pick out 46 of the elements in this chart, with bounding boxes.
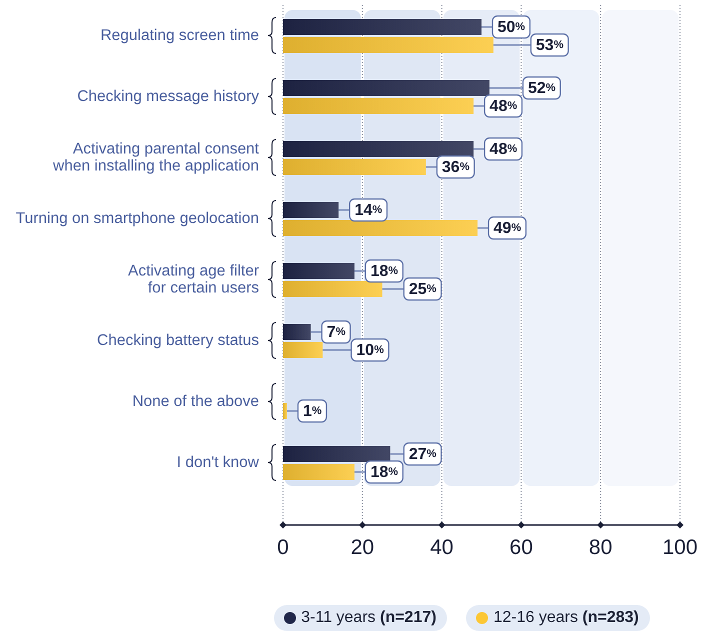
y-tick-label: None of the above bbox=[132, 393, 259, 410]
y-tick-label: Checking battery status bbox=[97, 332, 260, 349]
y-tick-label: Turning on smartphone geolocation bbox=[16, 210, 259, 227]
y-tick-label: I don't know bbox=[176, 454, 260, 471]
bar bbox=[283, 19, 482, 35]
data-label: 49% bbox=[494, 220, 522, 236]
x-tick-label: 0 bbox=[277, 536, 289, 559]
data-label: 7% bbox=[326, 324, 346, 340]
data-label: 10% bbox=[356, 342, 384, 358]
x-tick-label: 100 bbox=[662, 536, 698, 559]
bar bbox=[283, 202, 339, 218]
data-label: 14% bbox=[354, 202, 382, 218]
data-label: 52% bbox=[528, 80, 556, 96]
data-label: 36% bbox=[442, 158, 470, 176]
bar bbox=[283, 37, 494, 53]
data-label: 27% bbox=[408, 446, 437, 462]
bar bbox=[283, 263, 354, 279]
x-tick-label: 80 bbox=[588, 536, 612, 559]
data-label: 18% bbox=[370, 464, 398, 480]
data-label: 48% bbox=[490, 98, 518, 114]
bar bbox=[283, 324, 311, 340]
data-label: 18% bbox=[370, 262, 398, 280]
bar bbox=[283, 159, 426, 175]
bar bbox=[283, 98, 474, 114]
data-label: 25% bbox=[408, 280, 437, 298]
bar bbox=[283, 281, 382, 297]
x-tick-label: 40 bbox=[430, 536, 454, 559]
x-tick-label: 60 bbox=[510, 536, 533, 559]
bar bbox=[283, 464, 354, 480]
bar bbox=[283, 141, 474, 157]
y-tick-label: Activating parental consent when installing the application bbox=[52, 140, 260, 174]
data-label: 53% bbox=[536, 36, 564, 54]
legend-label: 12-16 years (n=283) bbox=[493, 609, 639, 627]
data-label: 50% bbox=[498, 18, 526, 36]
y-tick-label: Activating age filter for certain users bbox=[128, 262, 260, 296]
x-tick-label: 20 bbox=[350, 536, 374, 559]
bar bbox=[283, 342, 323, 358]
bar bbox=[283, 220, 478, 236]
y-tick-label: Checking message history bbox=[77, 88, 260, 105]
legend-label: 3-11 years (n=217) bbox=[301, 609, 436, 627]
data-label: 1% bbox=[302, 402, 322, 420]
bar bbox=[283, 80, 490, 96]
y-tick-label: Regulating screen time bbox=[100, 27, 259, 44]
data-label: 48% bbox=[490, 140, 518, 158]
bar bbox=[283, 446, 390, 462]
bar bbox=[283, 403, 287, 419]
